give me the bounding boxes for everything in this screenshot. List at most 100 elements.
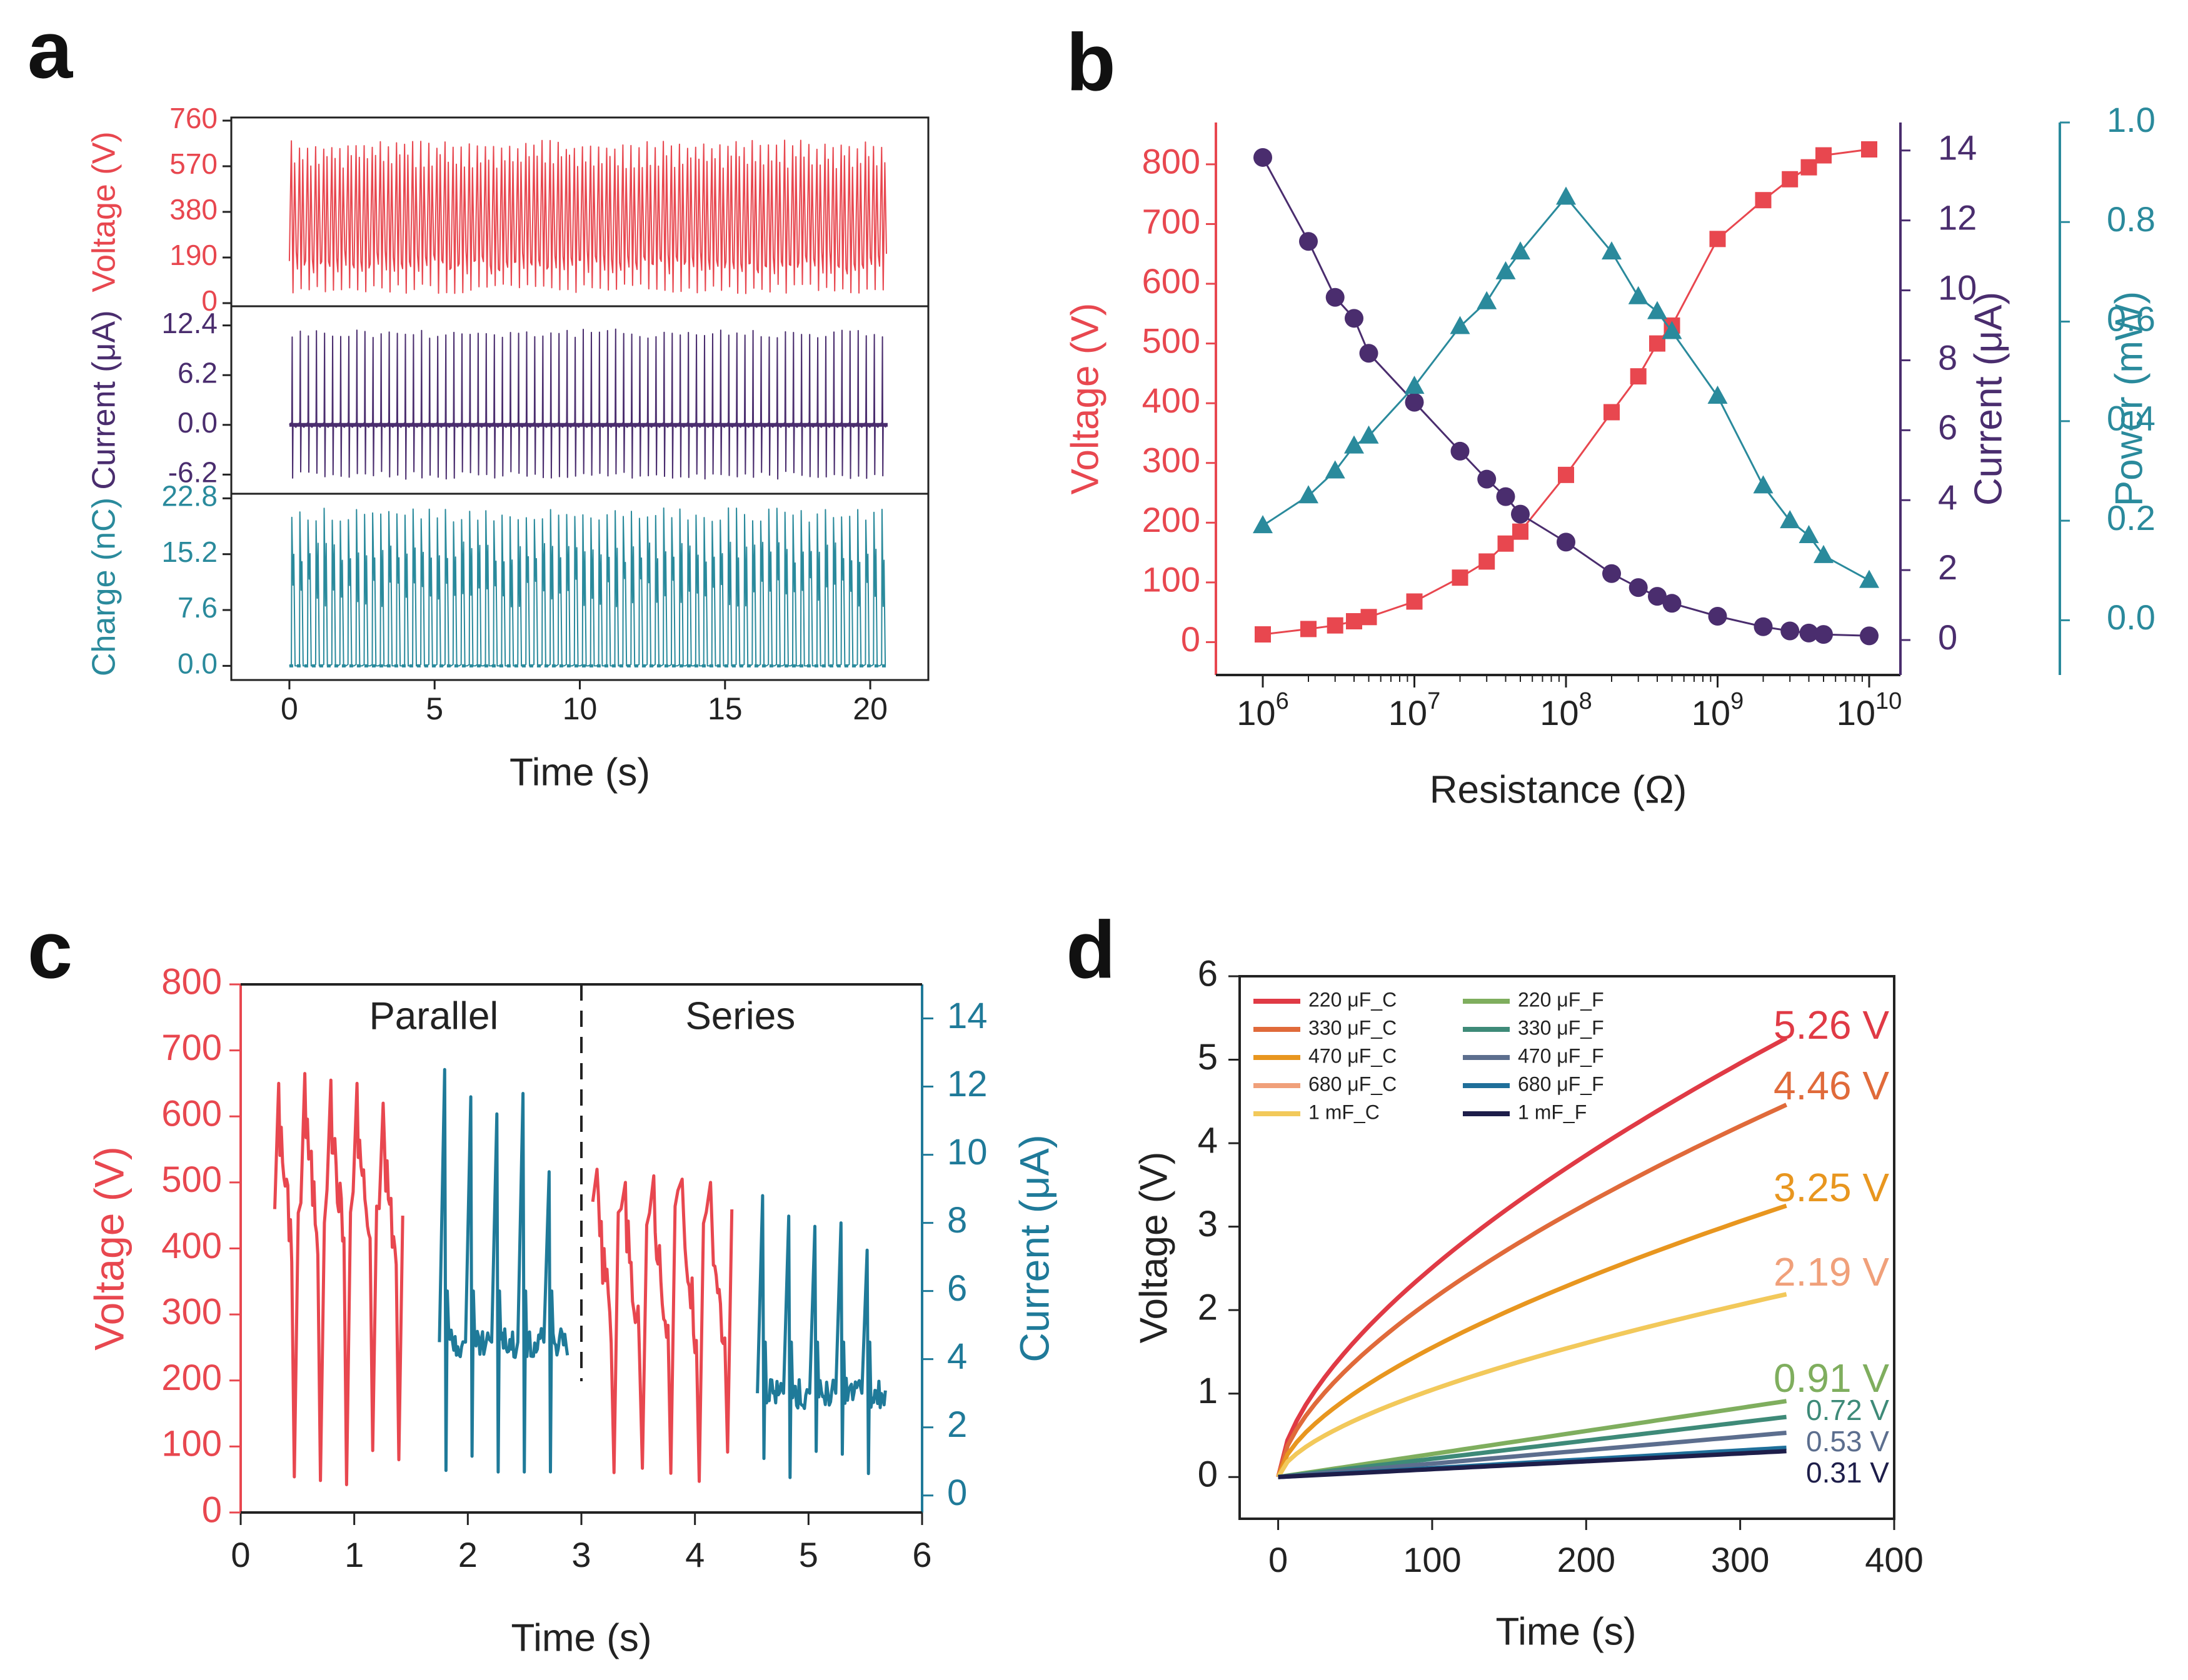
panel-b-point-current <box>1359 344 1378 363</box>
panel-c-xtick-label: 0 <box>231 1535 250 1574</box>
panel-b-point-current <box>1799 623 1819 642</box>
panel-d-end-label: 0.31 V <box>1806 1456 1889 1489</box>
panel-d-end-label: 0.53 V <box>1806 1425 1889 1458</box>
panel-b-ytick-label-current: 14 <box>1938 128 1977 168</box>
panel-b-point-current <box>1647 587 1667 606</box>
panel-d-xtick-label: 200 <box>1557 1540 1615 1579</box>
panel-d-end-label: 4.46 V <box>1774 1063 1889 1108</box>
panel-c-ytick-label-voltage: 600 <box>161 1094 222 1134</box>
panel-a-ytick-label: 0.0 <box>178 648 218 680</box>
panel-d-legend-label: 470 μF_F <box>1518 1044 1604 1067</box>
panel-b-point-voltage <box>1327 617 1343 634</box>
panel-b-ytick-label-power: 0.6 <box>2107 299 2155 338</box>
panel-b-point-power <box>1707 386 1728 404</box>
panel-a-ylabel-voltage: Voltage (V) <box>86 131 123 292</box>
panel-c-ytick-label-current: 6 <box>947 1268 967 1309</box>
panel-b-point-current <box>1477 469 1497 489</box>
panel-a-ytick-label: -6.2 <box>168 456 218 488</box>
panel-d-end-label: 2.19 V <box>1774 1249 1889 1294</box>
panel-b-point-current <box>1557 532 1575 552</box>
panel-b-point-power <box>1556 186 1576 205</box>
panel-d-ytick-label: 2 <box>1198 1287 1218 1328</box>
panel-d-curve <box>1276 1292 1787 1479</box>
panel-b-ytick-label-power: 0.0 <box>2107 598 2155 637</box>
panel-b-ytick-label-voltage: 0 <box>1181 619 1200 659</box>
panel-c-voltage-trace <box>273 1072 404 1486</box>
panel-a-ylabel-current: Current (μA) <box>86 310 123 489</box>
panel-b-point-current <box>1754 617 1773 636</box>
panel-d-curve <box>1278 1449 1787 1479</box>
panel-a-frame-current <box>230 305 930 495</box>
panel-a-xtick-label: 0 <box>281 691 298 726</box>
panel-b-point-voltage <box>1360 609 1377 626</box>
panel-b-point-power <box>1601 241 1622 260</box>
panel-c-ytick-label-voltage: 400 <box>161 1226 222 1266</box>
panel-d-legend-label: 680 μF_C <box>1308 1072 1397 1095</box>
panel-b-point-voltage <box>1255 626 1271 643</box>
panel-b-point-voltage <box>1478 553 1495 570</box>
panel-c-ytick-label-voltage: 500 <box>161 1159 222 1200</box>
panel-b-line-current <box>1262 157 1870 637</box>
panel-d-end-label: 5.26 V <box>1774 1002 1889 1048</box>
panel-d-legend-label: 330 μF_C <box>1308 1016 1397 1039</box>
panel-d-legend-label: 680 μF_F <box>1518 1072 1604 1095</box>
panel-b-ytick-label-power: 0.8 <box>2107 199 2155 239</box>
panel-a-ytick-label: 570 <box>169 148 218 180</box>
panel-d-legend-label: 470 μF_C <box>1308 1044 1397 1067</box>
panel-b-point-voltage <box>1406 593 1423 610</box>
panel-b-point-voltage <box>1558 466 1574 483</box>
panel-c-ytick-label-voltage: 800 <box>161 961 222 1002</box>
panel-b-xtick-label: 1010 <box>1837 688 1902 732</box>
panel-b-point-current <box>1450 441 1470 461</box>
panel-b-ytick-label-voltage: 100 <box>1142 560 1200 599</box>
panel-d-legend-label: 1 mF_F <box>1518 1101 1587 1123</box>
panel-b-ytick-label-power: 0.2 <box>2107 498 2155 538</box>
panel-b-ytick-label-current: 6 <box>1938 408 1957 447</box>
panel-d-end-label: 0.91 V <box>1774 1356 1889 1401</box>
panel-b-point-voltage <box>1345 612 1362 629</box>
panel-b-point-voltage <box>1815 147 1832 164</box>
panel-d-end-label: 0.72 V <box>1806 1394 1889 1426</box>
panel-d-ytick-label: 6 <box>1198 953 1218 994</box>
panel-d-ytick-label: 4 <box>1198 1120 1218 1161</box>
panel-c-current-trace <box>438 1068 570 1474</box>
panel-b-ytick-label-current: 8 <box>1938 338 1957 377</box>
panel-d-curve <box>1278 1431 1787 1479</box>
panel-b-ytick-label-voltage: 500 <box>1142 321 1200 360</box>
panel-b-ytick-label-voltage: 800 <box>1142 142 1200 181</box>
panel-b-point-power <box>1780 510 1800 529</box>
panel-c-ylabel-voltage: Voltage (V) <box>86 1146 132 1351</box>
panel-b-point-current <box>1628 578 1648 598</box>
panel-b-point-power <box>1510 241 1531 260</box>
panel-b-point-power <box>1753 475 1774 494</box>
panel-b-point-power <box>1662 321 1682 339</box>
panel-b-point-power <box>1628 286 1649 304</box>
panel-d-xlabel: Time (s) <box>1496 1610 1637 1653</box>
panel-b-xtick-label: 109 <box>1692 688 1744 732</box>
panel-b-point-voltage <box>1782 171 1799 188</box>
panel-b-ytick-label-voltage: 700 <box>1142 201 1200 241</box>
panel-b-ytick-label-current: 2 <box>1938 548 1957 587</box>
panel-a-xtick-label: 15 <box>708 691 743 726</box>
panel-b-point-voltage <box>1300 621 1317 638</box>
panel-b-xlabel: Resistance (Ω) <box>1430 768 1687 811</box>
panel-b-point-voltage <box>1800 159 1817 176</box>
panel-a-xtick-label: 10 <box>563 691 598 726</box>
panel-b-point-power <box>1859 569 1879 588</box>
panel-b-ytick-label-power: 0.4 <box>2107 399 2155 438</box>
panel-a-ytick-label: 190 <box>169 239 218 271</box>
panel-b-point-current <box>1860 626 1879 646</box>
panel-c-ytick-label-current: 8 <box>947 1200 967 1241</box>
panel-b-point-voltage <box>1630 368 1647 385</box>
panel-a-ytick-label: 15.2 <box>161 536 218 568</box>
panel-c-annotation-parallel: Parallel <box>369 994 498 1038</box>
panel-a-ytick-label: 6.2 <box>178 356 218 389</box>
panel-a-ytick-label: 380 <box>169 193 218 226</box>
panel-c-ytick-label-voltage: 100 <box>161 1424 222 1464</box>
panel-d-xtick-label: 0 <box>1268 1540 1288 1579</box>
panel-c-xlabel: Time (s) <box>511 1616 652 1659</box>
panel-b-point-current <box>1780 621 1800 641</box>
panel-a-xlabel: Time (s) <box>509 751 650 794</box>
panel-b-point-current <box>1298 232 1318 251</box>
panel-b-point-voltage <box>1603 404 1620 421</box>
